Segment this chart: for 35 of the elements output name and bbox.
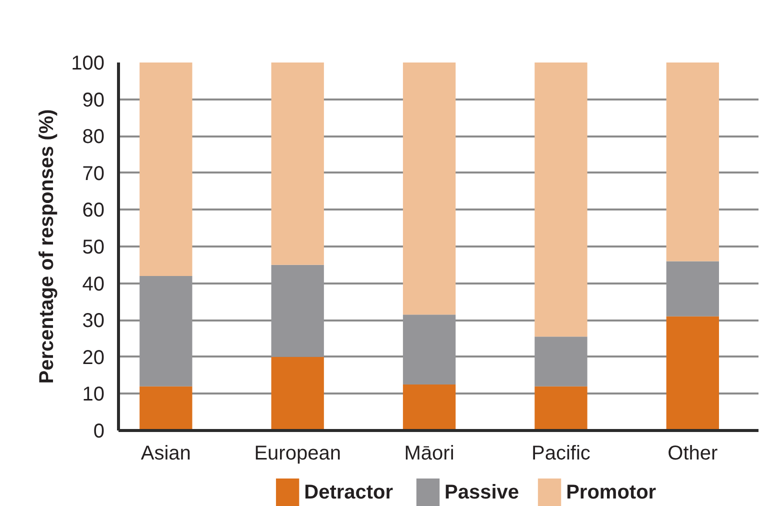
y-tick-label: 80 — [82, 126, 105, 148]
y-tick-label: 40 — [82, 273, 105, 296]
bar — [402, 314, 456, 384]
legend-label: Passive — [444, 482, 520, 504]
y-tick-label: 70 — [82, 162, 105, 185]
legend-label: Detractor — [304, 482, 394, 504]
bar — [140, 62, 192, 276]
bar — [271, 356, 324, 430]
y-axis-title: Percentage of responses (%) — [36, 109, 58, 384]
bar — [271, 62, 324, 265]
bar — [534, 386, 588, 430]
bar — [140, 386, 192, 430]
y-tick-label: 90 — [82, 89, 105, 112]
x-tick-label: Other — [668, 442, 718, 464]
legend-label: Promotor — [566, 482, 656, 504]
bar — [534, 336, 588, 386]
bar — [534, 62, 588, 337]
y-tick-label: 50 — [82, 236, 105, 258]
bar — [666, 261, 719, 316]
y-tick-label: 100 — [71, 52, 105, 74]
bar — [402, 384, 456, 430]
bar — [271, 264, 324, 357]
y-tick-label: 0 — [93, 420, 104, 442]
bar — [140, 276, 192, 386]
y-tick-label: 20 — [82, 346, 105, 369]
y-tick-label: 30 — [82, 310, 105, 332]
x-tick-label: Pacific — [532, 442, 590, 464]
y-tick-label: 10 — [82, 384, 105, 406]
x-tick-label: Asian — [140, 442, 191, 464]
bar — [402, 62, 456, 315]
x-tick-label: European — [254, 442, 341, 464]
bar — [666, 62, 719, 262]
y-tick-label: 60 — [82, 200, 105, 222]
x-tick-label: Māori — [404, 442, 454, 464]
bar — [666, 316, 719, 430]
